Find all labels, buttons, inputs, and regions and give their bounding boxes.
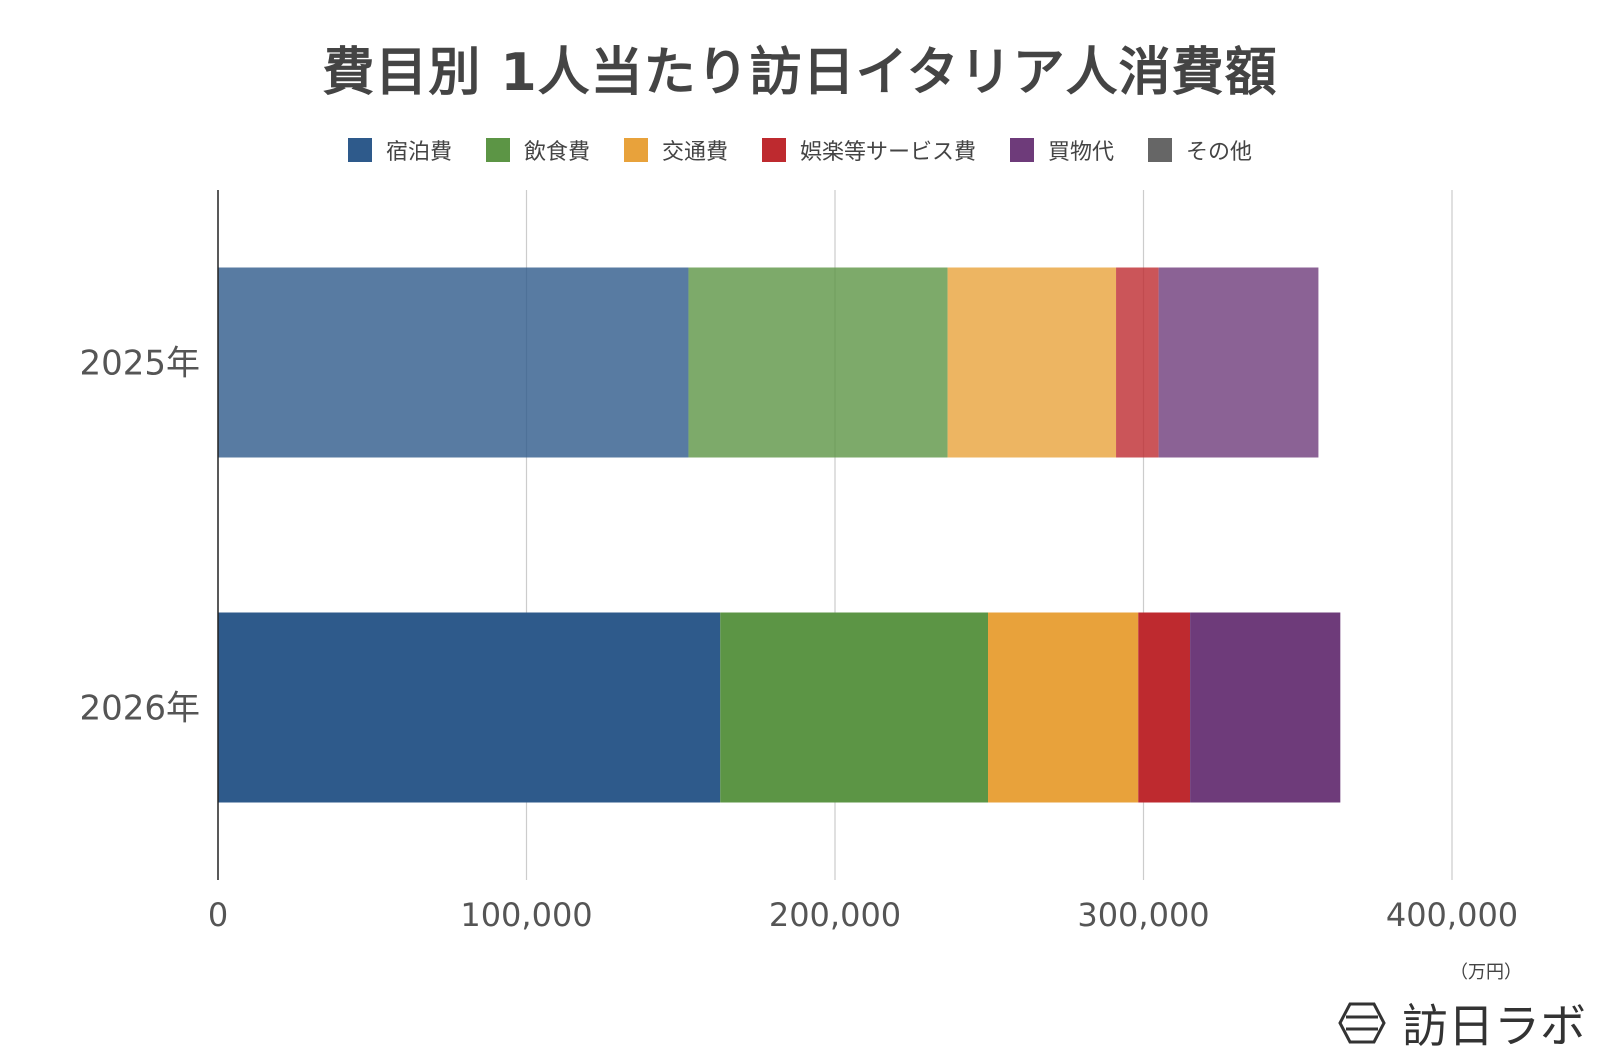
bar-segment	[988, 612, 1139, 803]
legend-swatch	[347, 138, 372, 162]
brand-logo: 訪日ラボ	[1338, 990, 1586, 1056]
legend-label: 宿泊費	[385, 140, 452, 165]
bar-segment	[1116, 267, 1159, 458]
legend-label: 買物代	[1048, 140, 1115, 165]
bar-segment	[947, 267, 1117, 458]
legend: 宿泊費 飲食費 交通費 娯楽等サービス費 買物代 その他	[0, 134, 1600, 166]
legend-swatch	[762, 138, 786, 162]
x-tick-label: 0	[208, 896, 228, 934]
x-tick-label: 200,000	[769, 896, 901, 934]
legend-label: 娯楽等サービス費	[800, 140, 977, 165]
legend-swatch	[623, 138, 648, 162]
x-tick-label: 300,000	[1077, 896, 1209, 934]
legend-item: 宿泊費	[347, 134, 452, 166]
chart-title: 費目別 1人当たり訪日イタリア人消費額	[322, 43, 1278, 103]
bar-segment	[688, 267, 948, 458]
legend-swatch	[1010, 138, 1035, 162]
legend-label: 交通費	[661, 140, 728, 165]
legend-swatch	[485, 138, 510, 162]
bar-segment	[1158, 267, 1319, 458]
y-tick-label: 2025年	[79, 344, 200, 384]
bar-segment	[1190, 612, 1341, 803]
legend-item: 買物代	[1010, 134, 1114, 166]
brand-name: 訪日ラボ	[1402, 999, 1586, 1053]
legend-item: 飲食費	[485, 134, 590, 166]
legend-item: 娯楽等サービス費	[762, 134, 976, 166]
legend-item: 交通費	[623, 134, 728, 166]
bar-segment	[720, 612, 989, 803]
bar-segment	[1138, 612, 1191, 803]
bar-segment	[218, 267, 689, 458]
legend-swatch	[1148, 138, 1173, 162]
x-axis-unit: （万円）	[1450, 962, 1522, 983]
x-tick-label: 100,000	[460, 896, 592, 934]
legend-label: その他	[1186, 140, 1253, 165]
x-tick-label: 400,000	[1386, 896, 1518, 934]
legend-label: 飲食費	[523, 140, 590, 165]
bar-segment	[218, 612, 721, 803]
hexagon-logo-icon	[1338, 1002, 1386, 1044]
y-tick-label: 2026年	[79, 689, 200, 729]
legend-item: その他	[1148, 134, 1252, 166]
